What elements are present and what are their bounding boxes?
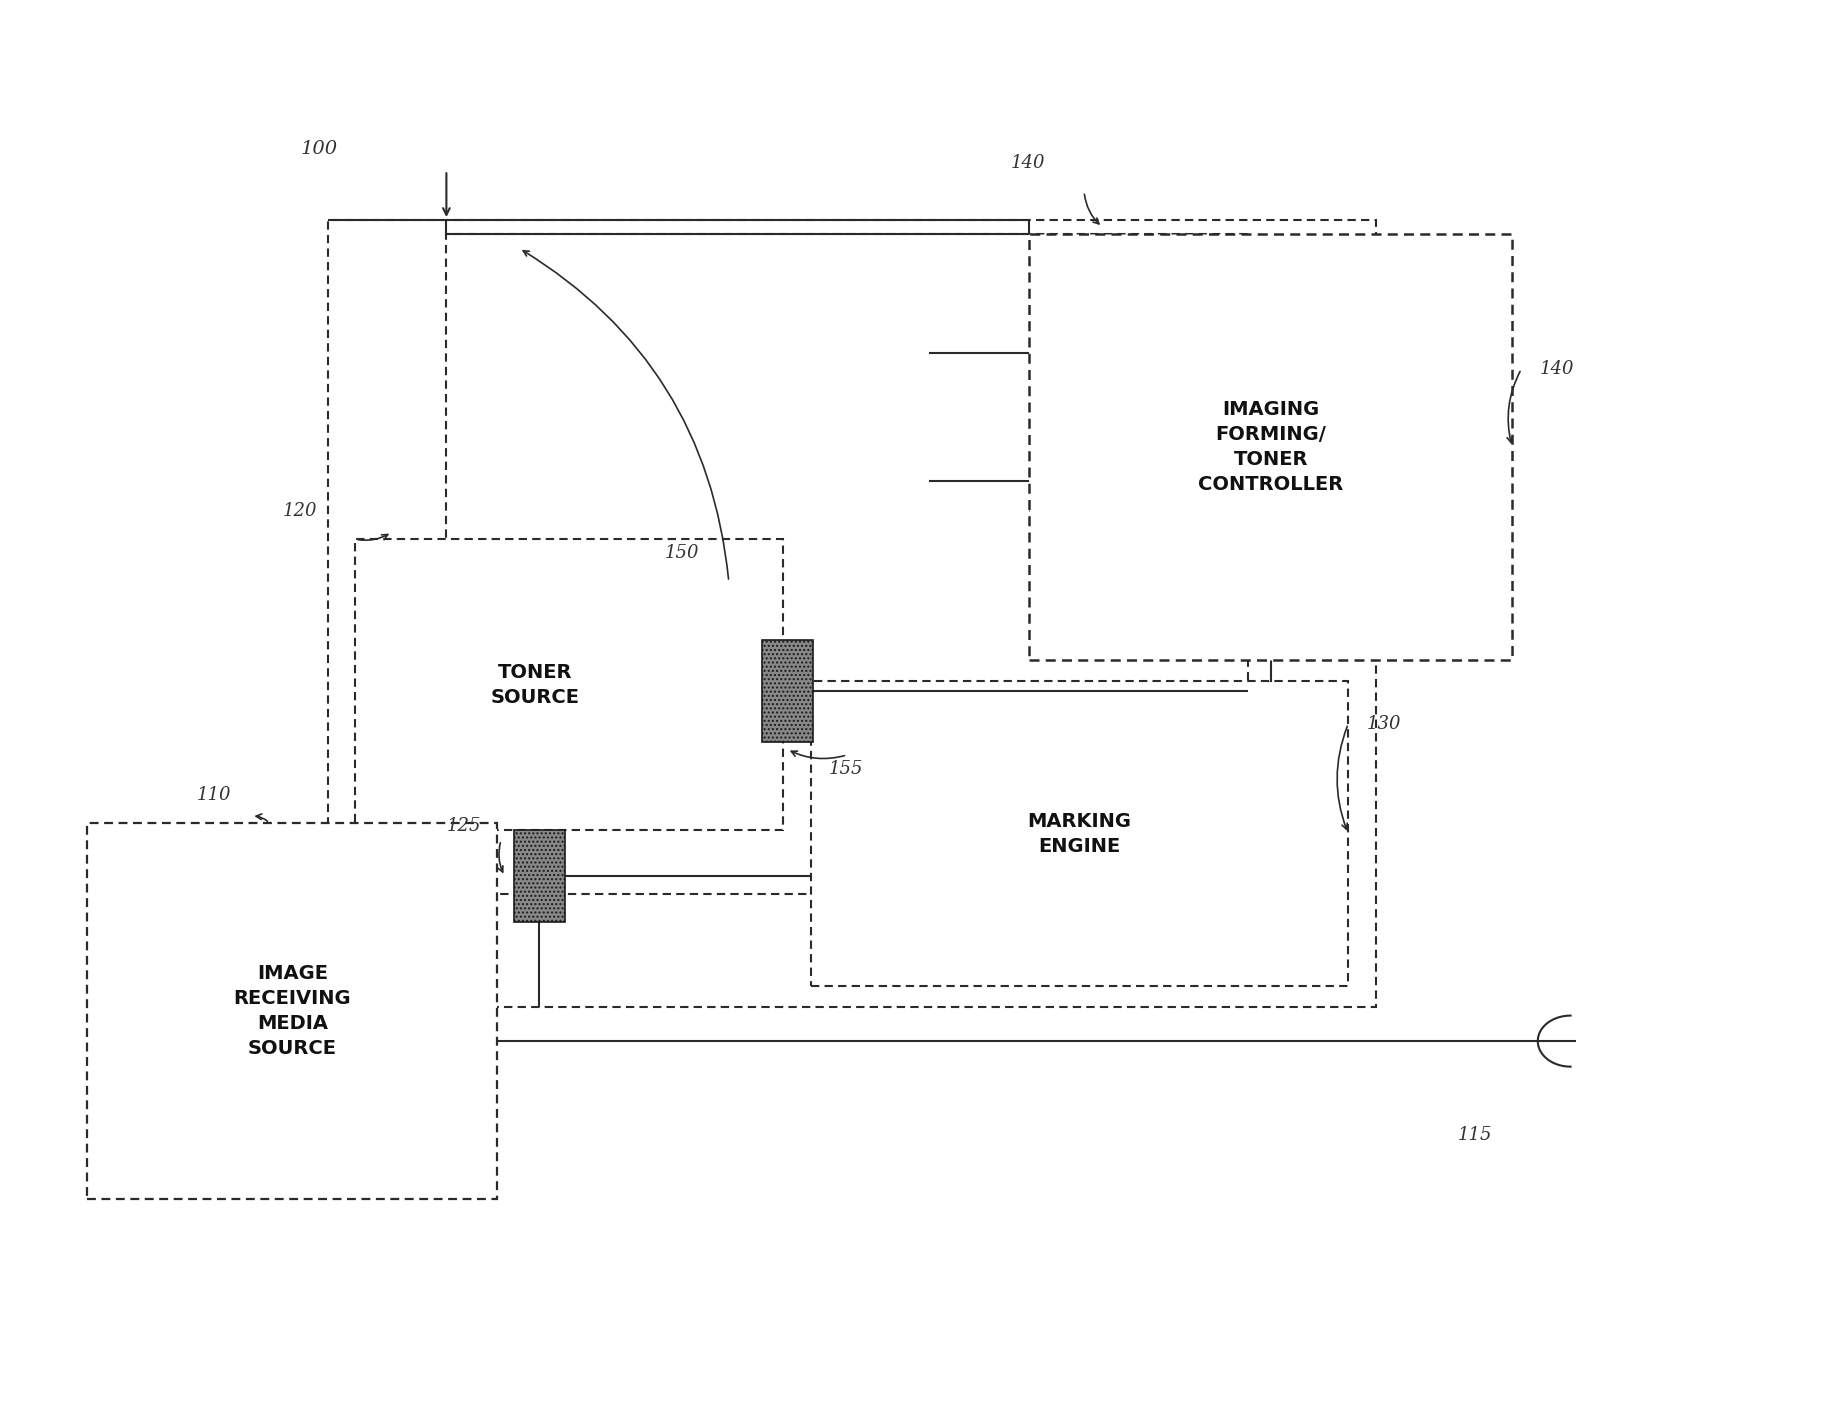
Text: IMAGE
RECEIVING
MEDIA
SOURCE: IMAGE RECEIVING MEDIA SOURCE [233,964,352,1059]
Bar [446,234,1248,894]
Text: 115: 115 [1458,1127,1492,1144]
Text: 155: 155 [829,761,864,778]
Text: TONER
SOURCE: TONER SOURCE [490,663,579,707]
Text: 130: 130 [1366,715,1401,732]
Text: 140: 140 [1011,155,1046,172]
Bar [355,539,783,830]
Bar [328,220,1376,1007]
Bar [514,830,565,922]
Text: MARKING
ENGINE: MARKING ENGINE [1028,812,1131,856]
Bar [1029,234,1512,660]
Text: 150: 150 [665,545,700,562]
Bar [762,640,813,742]
Text: 120: 120 [282,502,317,519]
Text: 110: 110 [197,786,231,803]
Text: 140: 140 [1540,360,1574,377]
Bar [811,681,1348,986]
Text: 100: 100 [301,140,337,158]
Bar [87,823,497,1199]
Text: 125: 125 [446,817,481,834]
Text: IMAGING
FORMING/
TONER
CONTROLLER: IMAGING FORMING/ TONER CONTROLLER [1199,400,1343,494]
